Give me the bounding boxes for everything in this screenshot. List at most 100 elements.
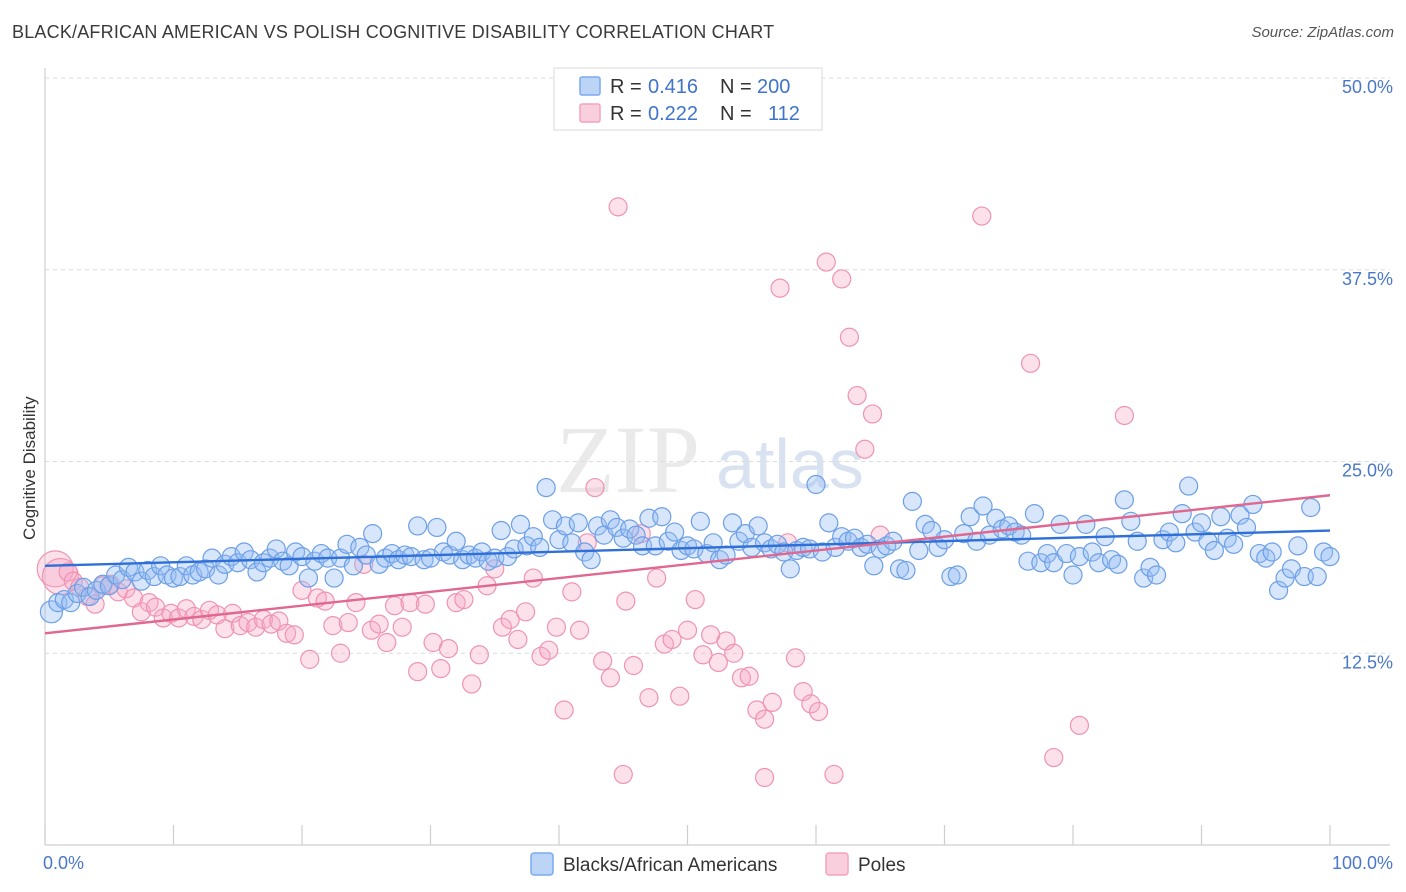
blue-point-194 [1288, 536, 1308, 556]
pink-point-44 [377, 632, 397, 653]
pink-point-72 [593, 651, 613, 671]
pink-point-79 [647, 568, 667, 588]
pink-point-53 [446, 593, 466, 613]
pink-point-27 [246, 617, 266, 637]
pink-point-64 [531, 646, 551, 666]
blue-point-44 [324, 568, 344, 588]
blue-point-176 [1172, 504, 1192, 524]
pink-point-102 [824, 764, 844, 785]
blue-point-153 [1024, 504, 1045, 524]
pink-point-71 [585, 477, 605, 498]
blue-point-182 [1211, 507, 1231, 527]
y-tick-label-3: 50.0% [1342, 77, 1393, 97]
blue-point-26 [208, 565, 229, 585]
blue-point-160 [1069, 547, 1090, 567]
pink-point-56 [469, 645, 489, 665]
blue-point-39 [292, 547, 312, 567]
blue-point-95 [652, 507, 672, 527]
pink-point-89 [724, 643, 744, 663]
pink-point-95 [770, 278, 790, 298]
bottom-legend-pink-label: Poles [858, 855, 906, 876]
blue-point-196 [1301, 497, 1321, 518]
pink-point-51 [431, 658, 451, 679]
blue-point-134 [902, 491, 922, 511]
pink-point-101 [816, 252, 836, 272]
blue-point-40 [298, 568, 319, 588]
blue-point-110 [748, 516, 768, 536]
blue-point-82 [568, 513, 588, 533]
y-tick-label-1: 25.0% [1342, 461, 1393, 481]
blue-point-91 [626, 525, 646, 545]
black-african-american-points [39, 474, 1340, 624]
blue-point-119 [806, 474, 826, 495]
pink-point-29 [261, 614, 281, 634]
source-credit: Source: ZipAtlas.com [1251, 24, 1394, 41]
legend-r-label-1: R = [610, 76, 642, 98]
blue-point-75 [523, 527, 543, 547]
blue-point-77 [536, 477, 556, 498]
pink-point-78 [639, 688, 659, 708]
blue-point-141 [947, 565, 967, 585]
blue-point-135 [909, 540, 929, 561]
pink-point-23 [215, 619, 235, 639]
bottom-legend-blue-label: Blacks/African Americans [563, 855, 777, 876]
blue-point-140 [941, 566, 961, 587]
blue-point-133 [896, 560, 916, 581]
pink-point-106 [855, 439, 875, 459]
blue-point-97 [665, 522, 685, 542]
legend-n-value-2: 112 [768, 103, 800, 125]
blue-point-35 [266, 539, 286, 559]
trend-lines [44, 494, 1331, 635]
legend-n-label-2: N = [720, 103, 752, 125]
pink-point-66 [546, 617, 567, 637]
pink-point-33 [292, 580, 312, 600]
series-legend: Blacks/African Americans Poles [530, 852, 906, 876]
pink-point-112 [1069, 715, 1090, 735]
pink-point-36 [315, 591, 335, 611]
pink-point-73 [600, 668, 621, 688]
blue-point-145 [973, 496, 993, 516]
blue-point-185 [1230, 505, 1250, 525]
pink-point-40 [346, 593, 366, 613]
pink-point-75 [616, 591, 636, 611]
legend-n-label-1: N = [720, 76, 752, 98]
x-tick-label-0: 0.0% [43, 853, 84, 873]
pink-point-82 [670, 686, 690, 706]
blue-point-106 [722, 513, 743, 533]
blue-point-63 [446, 531, 466, 551]
blue-point-162 [1082, 542, 1102, 562]
y-tick-label-2: 37.5% [1342, 269, 1393, 289]
legend-pink-swatch [579, 103, 601, 123]
blue-point-60 [427, 517, 447, 538]
blue-point-101 [690, 511, 710, 531]
blue-point-181 [1204, 540, 1224, 561]
pink-point-45 [384, 596, 405, 616]
blue-point-19 [163, 568, 184, 588]
axes [44, 68, 1390, 846]
pink-point-52 [438, 639, 459, 659]
pink-point-85 [693, 645, 713, 665]
pink-point-38 [330, 643, 351, 663]
pink-point-61 [508, 629, 528, 650]
pink-point-60 [500, 609, 520, 630]
stats-legend: R = 0.416 N = 200 R = 0.222 N = 112 [553, 67, 823, 131]
pink-point-58 [485, 559, 505, 579]
pink-point-104 [839, 327, 860, 347]
pink-point-55 [462, 674, 482, 694]
pink-point-25 [230, 616, 250, 636]
pink-point-105 [847, 385, 867, 406]
pink-point-30 [269, 611, 289, 631]
blue-point-76 [530, 537, 550, 558]
pink-point-62 [515, 602, 536, 622]
pink-point-34 [300, 649, 320, 669]
blue-point-73 [510, 514, 531, 534]
pink-point-54 [454, 589, 474, 610]
blue-point-172 [1146, 565, 1167, 585]
blue-point-0 [39, 600, 64, 624]
legend-r-value-1: 0.416 [648, 76, 698, 98]
watermark-atlas: atlas [716, 425, 864, 503]
pink-point-31 [276, 623, 297, 643]
pink-point-74 [608, 197, 628, 217]
pink-point-113 [1114, 405, 1135, 426]
pink-point-84 [685, 589, 705, 610]
